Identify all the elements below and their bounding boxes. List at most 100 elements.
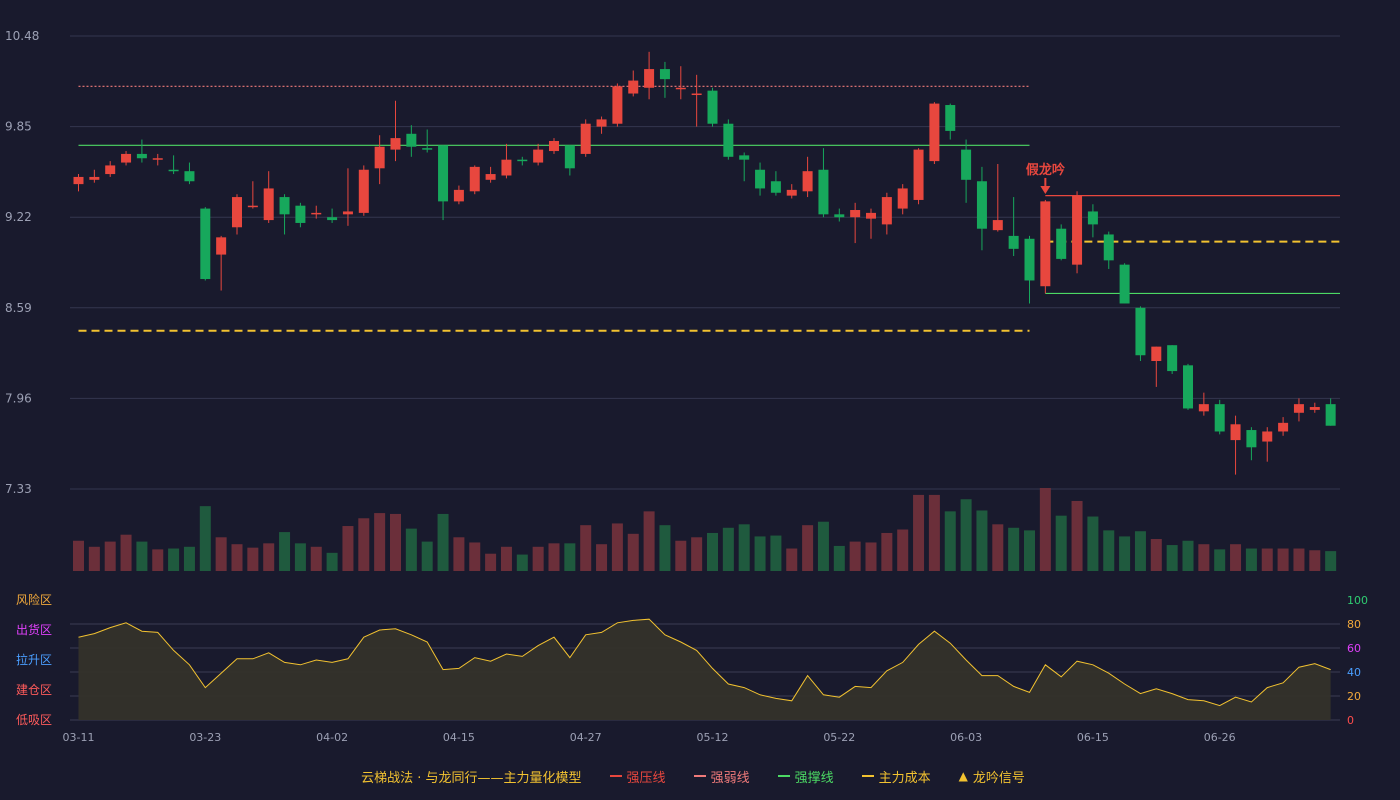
zone-label: 拉升区: [16, 652, 52, 667]
candle-body: [485, 174, 496, 180]
x-tick-label: 04-27: [570, 731, 602, 744]
volume-bar: [532, 546, 544, 571]
candle-body: [311, 212, 322, 215]
zone-label: 建仓区: [16, 683, 52, 697]
legend-label: 主力成本: [878, 770, 931, 786]
volume-bar: [1325, 551, 1337, 571]
volume-bar: [310, 546, 322, 571]
candle-body: [866, 212, 876, 219]
volume-bar: [1230, 544, 1242, 571]
volume-bar: [976, 510, 988, 571]
price-tick-label: 9.85: [5, 120, 32, 134]
osc-tick-label: 60: [1347, 642, 1361, 655]
x-tick-label: 04-02: [316, 731, 348, 744]
x-tick-label: 06-26: [1204, 731, 1236, 744]
volume-bar: [643, 511, 655, 571]
candle-body: [232, 197, 242, 228]
candle-body: [612, 86, 623, 124]
zone-label: 低吸区: [16, 713, 52, 727]
candle-body: [121, 153, 132, 163]
candle-body: [1103, 234, 1114, 261]
volume-bar: [770, 535, 782, 571]
candle-body: [295, 205, 306, 223]
candle-body: [549, 140, 559, 152]
candle-body: [755, 169, 766, 189]
candle-body: [184, 171, 195, 182]
zone-label: 出货区: [16, 622, 52, 637]
candle-body: [422, 148, 433, 150]
osc-tick-label: 40: [1347, 666, 1361, 679]
volume-bar: [1261, 548, 1273, 571]
x-tick-label: 06-15: [1077, 731, 1109, 744]
volume-bar: [865, 542, 877, 571]
candle-body: [1040, 201, 1051, 287]
candle-body: [1183, 365, 1193, 409]
legend-label: 强弱线: [710, 770, 750, 786]
zone-label: 风险区: [16, 592, 52, 607]
x-tick-label: 05-22: [823, 731, 855, 744]
candle-body: [327, 217, 338, 221]
candle-body: [723, 123, 734, 157]
candle-body: [1278, 422, 1289, 432]
legend-title: 云梯战法 · 与龙同行——主力量化模型: [361, 770, 582, 786]
price-tick-label: 7.33: [5, 482, 32, 496]
candle-body: [216, 237, 227, 255]
candle-body: [707, 90, 718, 124]
volume-bar: [1087, 516, 1099, 571]
candle-body: [1309, 407, 1320, 410]
volume-bar: [1024, 530, 1035, 571]
legend-item-weak: 强弱线: [693, 767, 750, 786]
volume-bar: [1214, 549, 1226, 571]
volume-bar: [88, 546, 100, 571]
volume-bar: [485, 553, 497, 571]
candle-body: [1214, 404, 1225, 432]
volume-bar: [500, 546, 512, 571]
signal-arrow: [1040, 185, 1051, 194]
candle-body: [136, 153, 147, 159]
candle-body: [1151, 346, 1162, 362]
candle-body: [739, 155, 750, 160]
candle-body: [897, 188, 908, 209]
volume-bar: [849, 541, 861, 571]
candle-body: [945, 105, 956, 131]
volume-bar: [881, 532, 893, 571]
legend-item-strong-pressure: 强压线: [609, 767, 666, 786]
volume-bar: [199, 506, 211, 571]
legend-label: 龙吟信号: [972, 770, 1025, 786]
candle-body: [691, 93, 702, 96]
price-tick-label: 9.22: [5, 210, 32, 224]
volume-bar: [152, 549, 164, 571]
candle-body: [1325, 404, 1336, 426]
volume-bar: [548, 543, 560, 571]
volume-bar: [1071, 500, 1083, 571]
candle-body: [263, 188, 274, 221]
chart-legend: 云梯战法 · 与龙同行——主力量化模型 强压线 强弱线 强撑线 主力成本 ▲ 龙…: [0, 766, 1400, 786]
osc-tick-label: 80: [1347, 618, 1361, 631]
volume-bar: [1008, 527, 1020, 571]
candle-body: [517, 159, 528, 162]
volume-bar: [627, 533, 639, 571]
candle-body: [73, 176, 84, 185]
volume-bar: [611, 523, 623, 571]
candle-body: [675, 87, 686, 90]
volume-bar: [73, 540, 84, 571]
volume-bar: [120, 534, 132, 571]
candle-body: [1072, 195, 1083, 265]
volume-bar: [342, 526, 354, 571]
volume-bar: [754, 536, 766, 571]
candle-body: [659, 69, 670, 80]
volume-bar: [247, 547, 259, 571]
volume-bar: [1309, 550, 1321, 571]
price-tick-label: 8.59: [5, 301, 32, 315]
volume-bar: [738, 524, 750, 571]
candle-body: [929, 103, 940, 162]
volume-bar: [358, 518, 370, 571]
legend-item-signal: ▲ 龙吟信号: [959, 767, 1025, 786]
volume-bar: [1055, 515, 1067, 571]
signal-annotation: 假龙吟: [1026, 162, 1065, 178]
volume-bar: [326, 552, 338, 571]
candle-body: [1024, 238, 1035, 281]
oscillator-line: [78, 618, 1331, 707]
candle-body: [453, 189, 464, 202]
